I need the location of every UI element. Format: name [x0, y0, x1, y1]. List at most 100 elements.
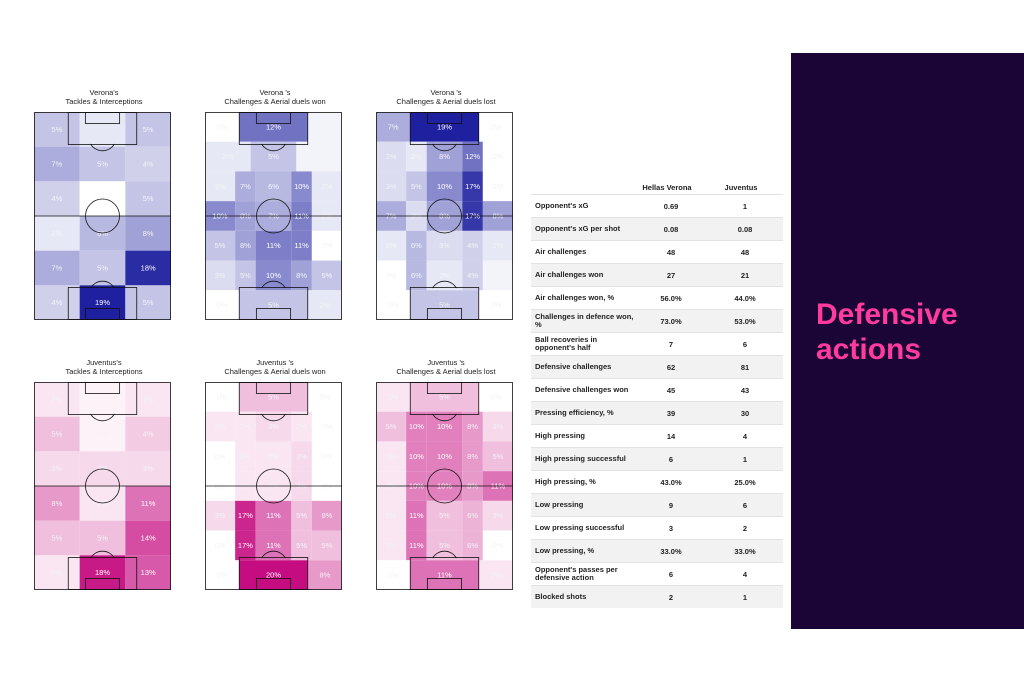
heatmap-cell: [462, 411, 483, 442]
table-row: High pressing 14 4: [531, 424, 783, 447]
heatmap-cell-label: 2%: [240, 422, 251, 431]
heatmap-cell-label: 0%: [314, 152, 325, 161]
heatmap-cell-label: 2%: [439, 271, 450, 280]
heatmap-cell: [34, 486, 80, 521]
stats-table: Hellas Verona Juventus Opponent's xG 0.69…: [531, 178, 783, 608]
heatmap-cell: [235, 260, 256, 291]
heatmap-title: Verona 's Challenges & Aerial duels won: [224, 88, 326, 106]
heatmap-cell-label: 8%: [240, 241, 251, 250]
heatmap-cell: [291, 260, 312, 291]
heatmap-cell: [376, 530, 407, 561]
table-cell: 25.0%: [734, 477, 756, 487]
heatmap-cell-label: 2%: [386, 511, 397, 520]
heatmap-cell: [235, 171, 256, 202]
table-cell: 4: [742, 569, 748, 579]
heatmap-cell: [125, 486, 171, 521]
heatmap-pitch: 2% 5% 0%5% 10% 10% 8% 3%2% 10% 10% 8% 5%2% 10% 10% 8%…: [376, 382, 513, 590]
table-cell: 0.08: [663, 224, 679, 234]
heatmap-pitch: 0% 5% 0%2% 2% 3% 2% 0%0% 2% 2% 3% 0%0% 2% 2% 3% 0%3% 17…: [205, 382, 342, 590]
table-row: Defensive challenges won 45 43: [531, 378, 783, 401]
heatmap-cell-label: 0%: [319, 392, 330, 401]
penalty-arc-bottom: [90, 280, 115, 289]
penalty-arc-bottom: [261, 280, 286, 289]
heatmap-cell: [410, 560, 479, 590]
heatmap-cell: [376, 171, 407, 202]
heatmap-cell-label: 11%: [266, 241, 281, 250]
row-label: Low pressing successful: [535, 522, 625, 532]
heatmap-cell-label: 12%: [465, 152, 480, 161]
heatmap-cell-label: 8%: [143, 229, 154, 238]
six-yard-box-bottom: [84, 308, 121, 320]
table-cell: 48: [666, 247, 676, 257]
heatmap-cell-label: 11%: [437, 571, 452, 580]
heatmap-cell: [205, 260, 236, 291]
heatmap-cell-label: 3%: [215, 271, 226, 280]
heatmap-cell-label: 5%: [240, 271, 251, 280]
column-header: Juventus: [724, 183, 758, 192]
heatmap-cell-label: 5%: [439, 511, 450, 520]
center-circle: [256, 198, 291, 234]
heatmap-cell: [79, 285, 126, 320]
heatmap-cell: [125, 146, 171, 182]
table-cell: 1: [742, 454, 748, 464]
heatmap-cell-label: 2%: [143, 395, 154, 404]
row-label: Ball recoveries in opponent's half: [535, 334, 598, 352]
heatmap-title: Verona 's Challenges & Aerial duels lost: [396, 88, 496, 106]
heatmap-cell: [307, 290, 342, 320]
heatmap-cell-label: 7%: [240, 182, 251, 191]
row-label: Low pressing, %: [535, 545, 595, 555]
table-cell: 6: [742, 339, 748, 349]
heatmap-cell: [426, 441, 463, 472]
heatmap-cell-label: 0%: [217, 392, 228, 401]
row-label: High pressing: [535, 430, 586, 440]
heatmap-cell: [406, 500, 427, 531]
heatmap-cell: [125, 451, 171, 486]
heatmap-cell: [462, 500, 483, 531]
table-row: Air challenges won 27 21: [531, 263, 783, 286]
heatmap-cell: [125, 555, 171, 590]
heatmap-cell: [482, 260, 513, 291]
heatmap-cell: [482, 141, 513, 172]
heatmap-cell: [376, 260, 407, 291]
heatmap-cell: [239, 560, 308, 590]
table-row: Opponent's xG per shot 0.08 0.08: [531, 217, 783, 240]
heatmap-cell: [34, 451, 80, 486]
heatmap-cell: [235, 441, 256, 472]
heatmap-cell: [205, 411, 236, 442]
heatmap-cell-label: 17%: [465, 182, 480, 191]
heatmap-cell-label: 5%: [97, 160, 108, 169]
heatmap-cell-label: 8%: [439, 152, 450, 161]
heatmap-cell-label: 5%: [322, 271, 333, 280]
row-label: High pressing successful: [535, 453, 626, 463]
heatmap-cell: [426, 260, 463, 291]
heatmap-cell: [307, 112, 342, 142]
heatmap-cell-label: 10%: [409, 452, 424, 461]
table-cell: 44.0%: [734, 293, 756, 303]
heatmap-cell-label: 2%: [386, 541, 397, 550]
heatmap-cell-label: 2%: [268, 452, 279, 461]
heatmap-cell-label: 14%: [141, 534, 156, 543]
heatmap-cell-label: 2%: [319, 301, 330, 310]
row-label: Air challenges won, %: [535, 292, 615, 302]
table-cell: 9: [668, 500, 674, 510]
heatmap-cell: [34, 181, 80, 216]
heatmap-cell-label: 5%: [268, 301, 279, 310]
heatmap-cell: [125, 285, 171, 320]
heatmap-cell: [205, 141, 251, 172]
heatmap-cell-label: 11%: [294, 241, 309, 250]
heatmap-cell-label: 2%: [51, 395, 62, 404]
heatmap-cell-label: 2%: [215, 182, 226, 191]
heatmap-cell-label: 0%: [493, 182, 504, 191]
heatmap-cell-label: 5%: [97, 534, 108, 543]
heatmap-cell: [376, 112, 411, 142]
heatmap-cell: [406, 171, 427, 202]
heatmap-cell-label: 6%: [411, 241, 422, 250]
heatmap-cell-label: 8%: [322, 511, 333, 520]
table-cell: 0.69: [663, 201, 679, 211]
row-label: Pressing efficiency, %: [535, 407, 614, 417]
heatmap-cell: [291, 411, 312, 442]
heatmap-cell: [125, 416, 171, 452]
table-cell: 62: [666, 362, 676, 372]
heatmap-cell-label: 12%: [266, 122, 281, 131]
heatmap-cell-label: 10%: [437, 182, 452, 191]
